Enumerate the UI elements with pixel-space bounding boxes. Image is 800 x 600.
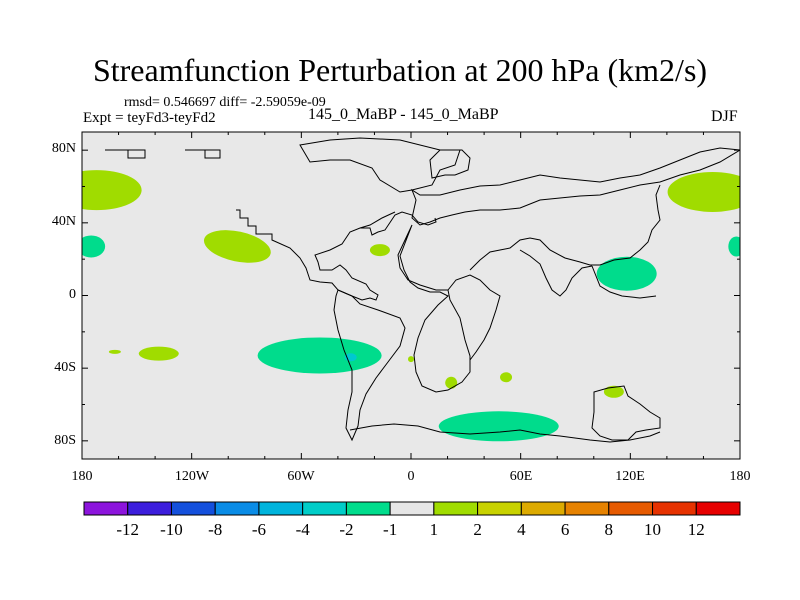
map-background: [82, 132, 740, 459]
colorbar-label: -6: [252, 520, 266, 539]
anomaly-east-asia-negative: [596, 256, 657, 291]
colorbar-box: [345, 501, 391, 516]
colorbar-box: [477, 501, 522, 516]
lon-tick-label-120e: 120E: [615, 469, 645, 484]
coastline-hudson: [359, 211, 396, 229]
anomaly-sahara-positive: [369, 244, 390, 257]
anomaly-southern-africa-positive: [445, 376, 458, 389]
colorbar-box: [564, 501, 610, 516]
colorbar-box: [83, 501, 129, 516]
lon-tick-label-120w: 120W: [175, 469, 210, 484]
anomaly-australia-positive: [603, 385, 624, 398]
anomaly-layer: [82, 170, 740, 442]
lat-tick-label-40s: 40S: [54, 360, 76, 375]
colorbar-label: 8: [605, 520, 614, 539]
anomaly-south-atlantic-negative: [257, 337, 382, 374]
colorbar-label: 2: [473, 520, 482, 539]
colorbar-label: -12: [116, 520, 139, 539]
anomaly-south-pacific-small-positive: [108, 349, 121, 354]
colorbar-label: -1: [383, 520, 397, 539]
lat-tick-label-0: 0: [69, 287, 76, 302]
lon-axis: [81, 132, 741, 459]
colorbar-box: [258, 501, 304, 516]
colorbar-box: [214, 501, 260, 516]
coastline-indochina: [591, 265, 657, 299]
colorbar-box: [389, 501, 435, 516]
anomaly-north-pacific-east-positive: [82, 170, 142, 211]
coastline-india: [519, 249, 593, 297]
coastline-arctic-west: [105, 149, 146, 159]
anomaly-west-africa-positive: [408, 356, 414, 363]
coastline-africa: [397, 224, 471, 393]
lon-tick-label-60w: 60W: [287, 469, 315, 484]
colorbar-label: -4: [296, 520, 311, 539]
anomaly-north-pacific-west-positive: [667, 171, 740, 212]
lon-tick-label-0: 0: [408, 469, 415, 484]
colorbar-label: -2: [339, 520, 353, 539]
coastline-africa-east: [447, 274, 501, 361]
figure-title: Streamfunction Perturbation at 200 hPa (…: [92, 52, 708, 88]
lon-tick-label-180e: 180: [730, 469, 751, 484]
colorbar-label: 4: [517, 520, 526, 539]
coastline-antarctica: [349, 423, 661, 443]
colorbar-box: [433, 501, 479, 516]
anomaly-east-pacific-positive: [203, 230, 271, 263]
coastline-scandinavia: [429, 149, 471, 179]
coastline-europe-asia: [410, 147, 740, 226]
lat-axis: [82, 149, 740, 442]
anomaly-central-pacific-west-negative: [728, 236, 740, 257]
colorbar-box: [520, 501, 566, 516]
lon-tick-label-60e: 60E: [510, 469, 533, 484]
lat-tick-label-80n: 80N: [52, 141, 76, 156]
colorbar-box: [170, 501, 216, 516]
rmsd-label: rmsd= 0.546697 diff= -2.59059e-09: [124, 95, 326, 110]
colorbar-box: [302, 501, 347, 516]
coastline-asia-east: [469, 184, 661, 271]
case-label: 145_0_MaBP - 145_0_MaBP: [308, 106, 499, 123]
colorbar-label: 12: [688, 520, 705, 539]
coastline-arctic-north: [185, 149, 221, 159]
experiment-label: Expt = teyFd3-teyFd2: [83, 110, 216, 126]
colorbar-box: [695, 501, 741, 516]
coastline-australia: [591, 385, 661, 441]
anomaly-indian-ocean-positive: [500, 372, 513, 383]
anomaly-central-pacific-negative: [82, 235, 106, 258]
anomaly-south-pacific-positive: [138, 346, 179, 361]
colorbar-box: [652, 501, 697, 516]
lon-tick-label-180w: 180: [72, 469, 93, 484]
colorbar-label: 1: [430, 520, 439, 539]
coastline-south-america: [333, 289, 406, 442]
colorbar-labels: -12 -10 -8 -6 -4 -2 -1 1 2 4 6 8 10 12: [116, 520, 704, 539]
lat-tick-label-40n: 40N: [52, 214, 76, 229]
season-label: DJF: [711, 108, 738, 125]
colorbar-box: [608, 501, 654, 516]
lat-tick-label-80s: 80S: [54, 433, 76, 448]
colorbar-label: 6: [561, 520, 570, 539]
colorbar-label: 10: [644, 520, 661, 539]
colorbar-label: -8: [208, 520, 222, 539]
colorbar-boxes: [83, 501, 741, 516]
coastlines: [105, 137, 740, 443]
coastline-north-america: [236, 209, 437, 301]
colorbar-label: -10: [160, 520, 183, 539]
colorbar-box: [127, 501, 172, 516]
coastline-greenland: [299, 137, 461, 193]
